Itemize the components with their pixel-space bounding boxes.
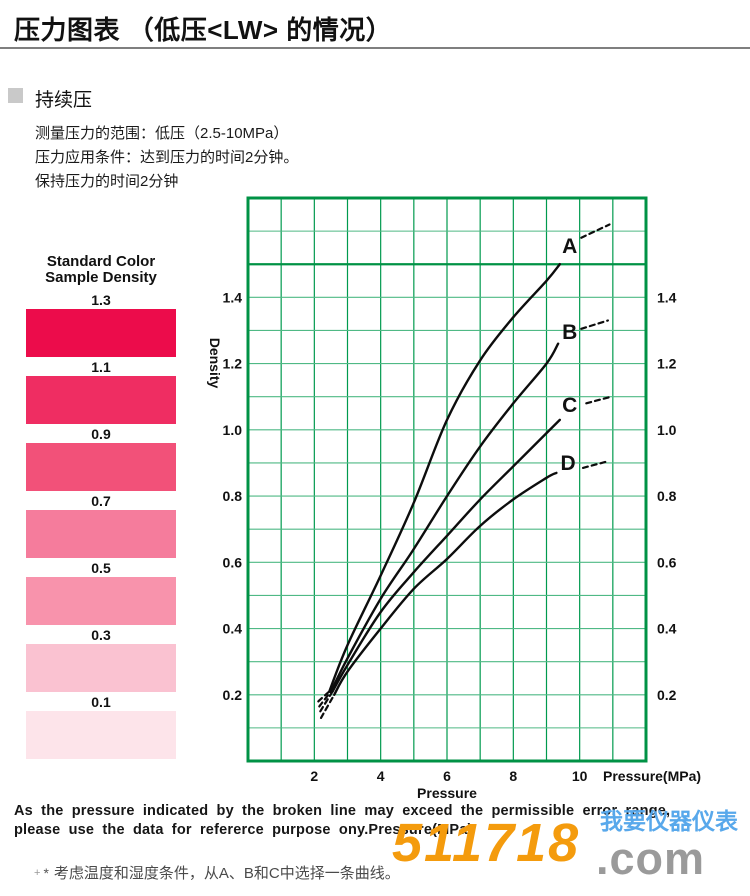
condition-line: 测量压力的范围：低压（2.5-10MPa） xyxy=(35,125,289,142)
y-tick-label-right: 1.2 xyxy=(657,356,677,372)
color-sample-swatch xyxy=(26,309,176,357)
curve-C xyxy=(331,418,561,693)
color-sample-swatch xyxy=(26,510,176,558)
section-title: 持续压 xyxy=(35,90,93,111)
x-tick-label: 8 xyxy=(509,768,517,784)
footnote-text: 考虑温度和湿度条件，从A、B和C中选择一条曲线。 xyxy=(53,865,400,882)
curve-D-tail-dash xyxy=(581,460,609,469)
color-sample-panel: Standard Color Sample Density 1.3 1.1 0.9 0… xyxy=(26,254,176,760)
y-tick-label-right: 1.4 xyxy=(657,289,677,305)
condition-line: 压力应用条件：达到压力的时间2分钟。 xyxy=(35,149,299,166)
y-tick-label-left: 1.4 xyxy=(223,289,243,305)
curve-B-tail-dash xyxy=(580,319,609,330)
color-sample-density-label: 0.1 xyxy=(91,694,111,710)
color-sample-density-label: 1.3 xyxy=(91,292,111,308)
color-sample-item: 0.7 xyxy=(26,492,176,558)
color-sample-swatch xyxy=(26,711,176,759)
color-sample-title: Standard Color Sample Density xyxy=(45,253,157,286)
color-sample-item: 0.5 xyxy=(26,559,176,625)
curve-label-A: A xyxy=(562,235,577,258)
x-axis-units-label: Pressure(MPa) xyxy=(603,768,701,784)
color-sample-density-label: 0.5 xyxy=(91,560,111,576)
color-sample-density-label: 0.3 xyxy=(91,627,111,643)
y-tick-label-left: 0.8 xyxy=(223,488,243,504)
title-divider xyxy=(0,47,750,49)
curve-label-C: C xyxy=(562,394,577,417)
curve-label-B: B xyxy=(562,321,577,344)
color-sample-item: 0.9 xyxy=(26,425,176,491)
curve-D xyxy=(333,471,558,696)
y-tick-label-left: 1.0 xyxy=(223,422,243,438)
color-sample-density-label: 0.9 xyxy=(91,426,111,442)
color-sample-swatch xyxy=(26,443,176,491)
footer-line-2: please use the data for refererce purpos… xyxy=(14,822,473,838)
curve-C-tail-dash xyxy=(585,395,613,405)
curve-C-lead-dash xyxy=(319,690,334,713)
condition-line: 保持压力的时间2分钟 xyxy=(35,173,179,190)
pressure-density-chart: 0.2 0.2 0.4 0.4 0.6 0.6 0.8 0.8 1.0 1.0 1.2 1.2 1.4 1… xyxy=(170,190,750,810)
x-tick-label: 2 xyxy=(310,768,318,784)
curve-D-lead-dash xyxy=(319,693,336,719)
y-tick-label-right: 0.8 xyxy=(657,488,677,504)
color-sample-swatch xyxy=(26,577,176,625)
plot-border xyxy=(246,196,648,763)
curve-A-tail-dash xyxy=(580,223,611,239)
y-tick-label-right: 0.2 xyxy=(657,687,677,703)
x-tick-label: 4 xyxy=(377,768,385,784)
section-header: 持续压 xyxy=(8,85,92,112)
y-tick-label-left: 0.2 xyxy=(223,687,243,703)
color-sample-swatch xyxy=(26,644,176,692)
color-sample-density-label: 1.1 xyxy=(91,359,111,375)
x-tick-label: 10 xyxy=(572,768,588,784)
watermark-slogan: 我要仪器仪表 xyxy=(600,808,738,834)
watermark-domain-suffix: .com xyxy=(596,833,706,884)
watermark: 我要仪器仪表 511718 .com xyxy=(392,806,750,892)
y-tick-label-left: 1.2 xyxy=(223,356,243,372)
y-tick-label-left: 0.6 xyxy=(223,554,243,570)
color-sample-swatch xyxy=(26,376,176,424)
y-tick-label-right: 1.0 xyxy=(657,422,677,438)
footnote: + * 考虑温度和湿度条件，从A、B和C中选择一条曲线。 xyxy=(34,862,400,883)
curve-B xyxy=(329,342,560,693)
section-bullet-icon xyxy=(8,88,23,103)
page-title: 压力图表 （低压<LW> 的情况） xyxy=(14,15,393,45)
color-sample-item: 1.1 xyxy=(26,358,176,424)
footnote-plus-mark: + xyxy=(34,867,41,879)
watermark-number: 511718 xyxy=(392,813,581,873)
color-sample-items: 1.3 1.1 0.9 0.7 0.5 0.3 0.1 xyxy=(26,291,176,759)
color-sample-density-label: 0.7 xyxy=(91,493,111,509)
curve-label-D: D xyxy=(560,452,575,475)
y-axis-label: Density xyxy=(207,338,223,389)
y-tick-label-right: 0.4 xyxy=(657,621,677,637)
color-sample-item: 1.3 xyxy=(26,291,176,357)
chart-canvas: 0.2 0.2 0.4 0.4 0.6 0.6 0.8 0.8 1.0 1.0 1.2 1.2 1.4 1… xyxy=(207,196,701,801)
footer-line-1: As the pressure indicated by the broken … xyxy=(14,803,671,819)
curve-A xyxy=(328,263,561,693)
color-sample-item: 0.3 xyxy=(26,626,176,692)
x-tick-label: 6 xyxy=(443,768,451,784)
y-tick-label-right: 0.6 xyxy=(657,554,677,570)
footnote-asterisk: * xyxy=(43,865,49,881)
measurement-conditions: 测量压力的范围：低压（2.5-10MPa） 压力应用条件：达到压力的时间2分钟。… xyxy=(35,122,298,194)
x-axis-label: Pressure xyxy=(417,785,477,801)
color-sample-item: 0.1 xyxy=(26,693,176,759)
y-tick-label-left: 0.4 xyxy=(223,621,243,637)
